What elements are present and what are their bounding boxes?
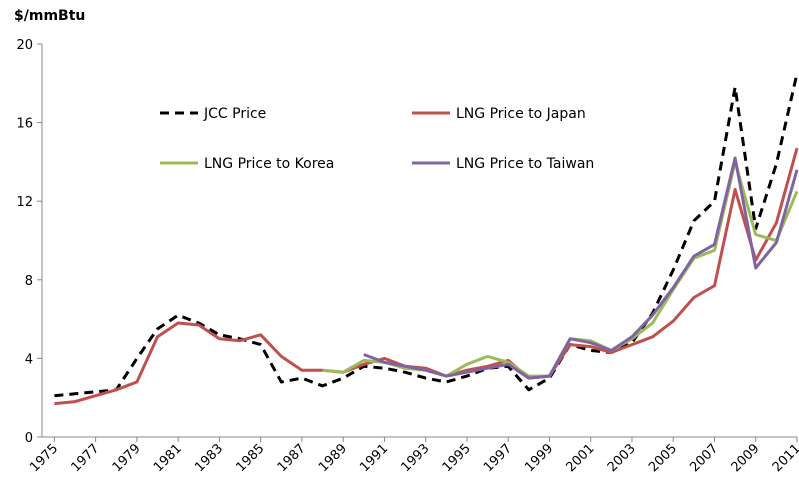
x-tick-label: 1981 <box>151 441 185 475</box>
x-tick-label: 1999 <box>522 441 556 475</box>
x-tick-label: 1997 <box>481 441 515 475</box>
y-axis-label: $/mmBtu <box>14 8 85 24</box>
x-tick-label: 1985 <box>233 441 267 475</box>
x-tick-label: 1995 <box>440 441 474 475</box>
y-tick-label: 4 <box>25 352 33 367</box>
legend-label: LNG Price to Japan <box>456 106 586 122</box>
y-tick-label: 12 <box>16 195 33 210</box>
legend-label: JCC Price <box>203 106 266 122</box>
x-tick-label: 1987 <box>275 441 309 475</box>
y-tick-label: 16 <box>16 117 33 132</box>
x-tick-label: 1983 <box>192 441 226 475</box>
x-tick-label: 2009 <box>729 441 763 475</box>
series-line <box>54 73 799 398</box>
legend-label: LNG Price to Korea <box>204 156 334 172</box>
x-tick-label: 1991 <box>357 441 391 475</box>
x-tick-label: 1989 <box>316 441 350 475</box>
y-tick-label: 8 <box>25 274 33 289</box>
x-tick-label: 2003 <box>605 441 639 475</box>
x-tick-label: 2005 <box>646 441 680 475</box>
x-tick-label: 1975 <box>27 441 61 475</box>
y-tick-label: 0 <box>25 431 33 446</box>
legend-label: LNG Price to Taiwan <box>456 156 594 172</box>
x-tick-label: 2001 <box>564 441 598 475</box>
y-tick-label: 20 <box>16 38 33 53</box>
x-tick-label: 1993 <box>399 441 433 475</box>
x-tick-label: 1979 <box>110 441 144 475</box>
x-tick-label: 2007 <box>687 441 721 475</box>
x-tick-label: 1977 <box>68 441 102 475</box>
series-line <box>54 147 799 406</box>
series-line <box>363 156 799 380</box>
x-tick-label: 2011 <box>770 441 799 475</box>
